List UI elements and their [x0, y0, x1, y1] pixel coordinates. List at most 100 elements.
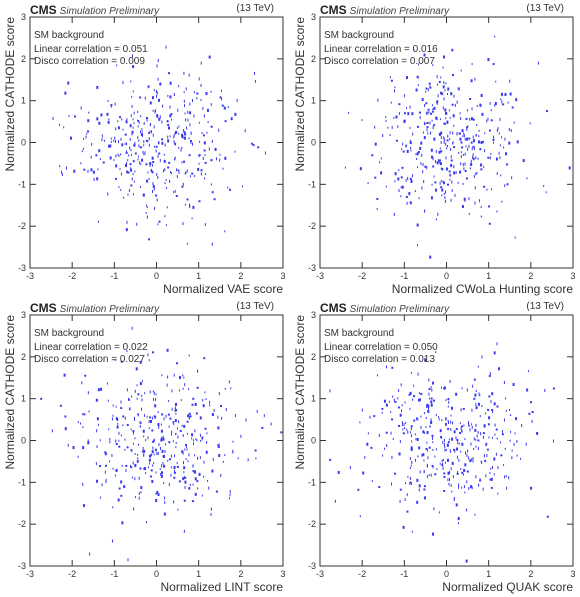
scatter-point — [400, 409, 402, 413]
scatter-point — [125, 120, 128, 124]
scatter-point — [129, 407, 131, 411]
scatter-point — [171, 389, 173, 393]
scatter-point — [423, 136, 426, 140]
scatter-point — [189, 102, 191, 106]
scatter-point — [413, 395, 416, 398]
scatter-point — [472, 457, 474, 460]
scatter-point — [175, 195, 178, 198]
scatter-point — [142, 150, 144, 154]
scatter-point — [409, 481, 411, 485]
scatter-point — [97, 220, 99, 223]
scatter-point — [513, 121, 515, 124]
scatter-point — [430, 386, 432, 389]
scatter-point — [482, 487, 484, 491]
scatter-point — [134, 417, 136, 421]
scatter-point — [144, 467, 147, 471]
scatter-point — [449, 178, 451, 181]
scatter-point — [505, 409, 507, 412]
scatter-point — [148, 458, 151, 462]
scatter-point — [510, 430, 512, 433]
scatter-point — [122, 424, 124, 427]
scatter-point — [441, 419, 443, 422]
scatter-point — [416, 223, 419, 227]
scatter-point — [112, 506, 114, 509]
scatter-point — [171, 407, 173, 411]
scatter-point — [512, 383, 515, 387]
scatter-point — [446, 183, 449, 186]
scatter-point — [546, 110, 549, 113]
scatter-point — [65, 166, 67, 170]
scatter-point — [110, 140, 112, 143]
scatter-point — [408, 192, 411, 196]
scatter-point — [359, 421, 361, 424]
scatter-point — [191, 217, 193, 220]
scatter-point — [152, 351, 155, 354]
scatter-point — [433, 124, 436, 127]
scatter-point — [334, 499, 336, 503]
scatter-point — [155, 149, 157, 153]
scatter-point — [431, 119, 433, 122]
scatter-point — [441, 464, 444, 467]
scatter-point — [451, 74, 454, 77]
scatter-point — [140, 421, 142, 424]
scatter-point — [139, 424, 141, 428]
scatter-point — [85, 135, 87, 139]
scatter-point — [120, 172, 122, 176]
scatter-point — [427, 111, 429, 115]
scatter-point — [170, 113, 173, 116]
scatter-point — [425, 102, 428, 105]
scatter-point — [225, 408, 227, 412]
scatter-point — [515, 417, 518, 421]
scatter-point — [450, 467, 452, 471]
scatter-point — [438, 159, 441, 162]
scatter-point — [480, 93, 483, 97]
scatter-point — [423, 122, 425, 126]
scatter-point — [166, 187, 168, 190]
scatter-point — [488, 129, 491, 132]
scatter-point — [170, 466, 172, 469]
scatter-point — [446, 458, 449, 462]
scatter-point — [428, 388, 431, 391]
scatter-point — [367, 182, 369, 185]
scatter-point — [474, 428, 477, 432]
scatter-point — [428, 392, 430, 396]
scatter-point — [207, 479, 209, 482]
scatter-point — [463, 473, 465, 476]
scatter-point — [474, 513, 476, 516]
scatter-point — [201, 494, 203, 497]
scatter-point — [203, 141, 206, 145]
scatter-point — [455, 392, 458, 396]
scatter-point — [458, 522, 460, 525]
scatter-point — [169, 171, 171, 174]
scatter-point — [162, 169, 164, 173]
scatter-point — [538, 61, 540, 65]
scatter-point — [451, 437, 454, 441]
scatter-point — [445, 448, 447, 451]
scatter-point — [329, 389, 331, 393]
scatter-point — [178, 171, 180, 174]
scatter-point — [471, 408, 473, 412]
scatter-point — [97, 423, 99, 426]
scatter-point — [131, 476, 133, 479]
scatter-point — [176, 175, 178, 179]
scatter-point — [382, 454, 384, 457]
scatter-point — [176, 126, 178, 129]
scatter-point — [186, 198, 189, 201]
scatter-point — [177, 169, 180, 172]
scatter-point — [430, 112, 433, 115]
scatter-point — [459, 137, 462, 141]
scatter-point — [472, 145, 475, 148]
scatter-point — [173, 140, 175, 144]
scatter-point — [181, 161, 183, 164]
scatter-point — [453, 448, 456, 451]
scatter-point — [426, 441, 428, 444]
energy-label: (13 TeV) — [526, 3, 564, 14]
scatter-point — [185, 446, 187, 449]
x-tick-label: -1 — [400, 569, 408, 579]
scatter-point — [96, 117, 99, 121]
scatter-point — [463, 424, 465, 427]
scatter-point — [479, 415, 481, 418]
scatter-point — [480, 141, 483, 145]
scatter-point — [497, 492, 499, 495]
